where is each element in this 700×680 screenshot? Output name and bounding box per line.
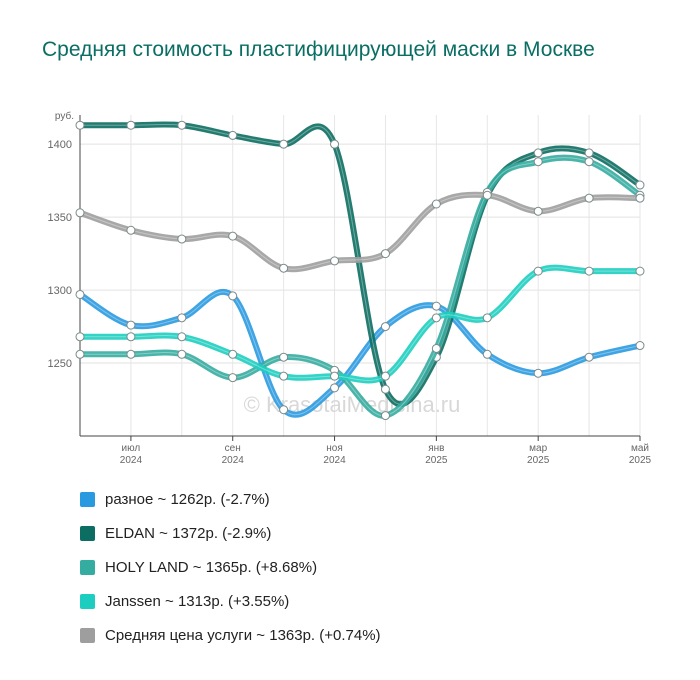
series-line (77, 191, 643, 273)
data-point (228, 231, 238, 241)
data-point (177, 332, 187, 342)
series-line-highlight (80, 123, 641, 405)
data-point (380, 249, 390, 259)
legend-item[interactable]: Janssen ~ 1313р. (+3.55%) (80, 584, 381, 618)
data-point (177, 313, 187, 323)
data-point (330, 371, 340, 381)
data-point (330, 383, 340, 393)
data-point (126, 225, 136, 235)
data-point (177, 234, 187, 244)
x-tick-label-year: 2024 (222, 455, 245, 466)
x-tick-label-year: 2025 (629, 455, 652, 466)
y-tick-label: 1300 (48, 285, 72, 297)
legend-label: HOLY LAND ~ 1365р. (+8.68%) (105, 558, 318, 576)
data-point (330, 139, 340, 149)
data-point (635, 341, 645, 351)
x-tick-label-month: сен (225, 443, 241, 454)
data-point (380, 371, 390, 381)
chart-title: Средняя стоимость пластифицирующей маски… (42, 38, 595, 61)
legend-swatch (80, 491, 95, 507)
x-tick-label-month: янв (428, 443, 444, 454)
data-point (431, 199, 441, 209)
data-point (177, 120, 187, 130)
legend-label: ELDAN ~ 1372р. (-2.9%) (105, 524, 272, 542)
data-point (533, 148, 543, 158)
data-point (482, 349, 492, 359)
data-point (482, 190, 492, 200)
data-point (228, 291, 238, 301)
data-point (431, 301, 441, 311)
data-point (380, 384, 390, 394)
x-tick-label-month: ноя (326, 443, 343, 454)
data-point (584, 193, 594, 203)
data-point (126, 349, 136, 359)
data-point (126, 332, 136, 342)
data-point (584, 148, 594, 158)
legend-swatch (80, 525, 95, 541)
data-point (431, 313, 441, 323)
legend-swatch (80, 593, 95, 609)
data-point (533, 157, 543, 167)
data-point (482, 313, 492, 323)
data-point (228, 130, 238, 140)
data-point (584, 352, 594, 362)
series-line (77, 121, 643, 408)
data-point (380, 322, 390, 332)
x-tick-label-year: 2025 (527, 455, 550, 466)
legend-item[interactable]: разное ~ 1262р. (-2.7%) (80, 482, 381, 516)
data-point (330, 256, 340, 266)
data-point (75, 289, 85, 299)
legend: разное ~ 1262р. (-2.7%) ELDAN ~ 1372р. (-… (80, 482, 381, 652)
legend-swatch (80, 559, 95, 575)
x-tick-label-month: май (631, 443, 649, 454)
data-point (228, 349, 238, 359)
data-point (279, 263, 289, 273)
data-point (279, 139, 289, 149)
data-point (228, 373, 238, 383)
x-tick-label-month: мар (529, 443, 547, 454)
data-point (279, 405, 289, 415)
y-tick-label: 1350 (48, 212, 72, 224)
data-point (635, 180, 645, 190)
data-point (279, 352, 289, 362)
data-point (126, 320, 136, 330)
legend-item[interactable]: HOLY LAND ~ 1365р. (+8.68%) (80, 550, 381, 584)
data-point (75, 120, 85, 130)
data-point (584, 157, 594, 167)
x-tick-label-year: 2024 (323, 455, 346, 466)
data-point (75, 332, 85, 342)
data-point (431, 343, 441, 353)
legend-label: Средняя цена услуги ~ 1363р. (+0.74%) (105, 626, 381, 644)
x-tick-label-year: 2024 (120, 455, 143, 466)
data-point (380, 411, 390, 421)
legend-item[interactable]: Средняя цена услуги ~ 1363р. (+0.74%) (80, 618, 381, 652)
data-point (533, 368, 543, 378)
data-point (126, 120, 136, 130)
y-tick-label: 1400 (48, 139, 72, 151)
data-point (75, 208, 85, 218)
data-point (635, 266, 645, 276)
data-point (533, 206, 543, 216)
data-point (177, 349, 187, 359)
legend-swatch (80, 627, 95, 643)
data-point (533, 266, 543, 276)
data-point (584, 266, 594, 276)
data-point (635, 193, 645, 203)
data-point (279, 371, 289, 381)
legend-label: Janssen ~ 1313р. (+3.55%) (105, 592, 290, 610)
x-tick-label-month: июл (122, 443, 141, 454)
x-tick-label-year: 2025 (425, 455, 448, 466)
legend-label: разное ~ 1262р. (-2.7%) (105, 490, 270, 508)
y-axis-unit: руб. (55, 110, 74, 122)
data-point (75, 349, 85, 359)
line-chart: 1250130013501400руб.июл2024сен2024ноя202… (48, 110, 652, 466)
y-tick-label: 1250 (48, 358, 72, 370)
legend-item[interactable]: ELDAN ~ 1372р. (-2.9%) (80, 516, 381, 550)
